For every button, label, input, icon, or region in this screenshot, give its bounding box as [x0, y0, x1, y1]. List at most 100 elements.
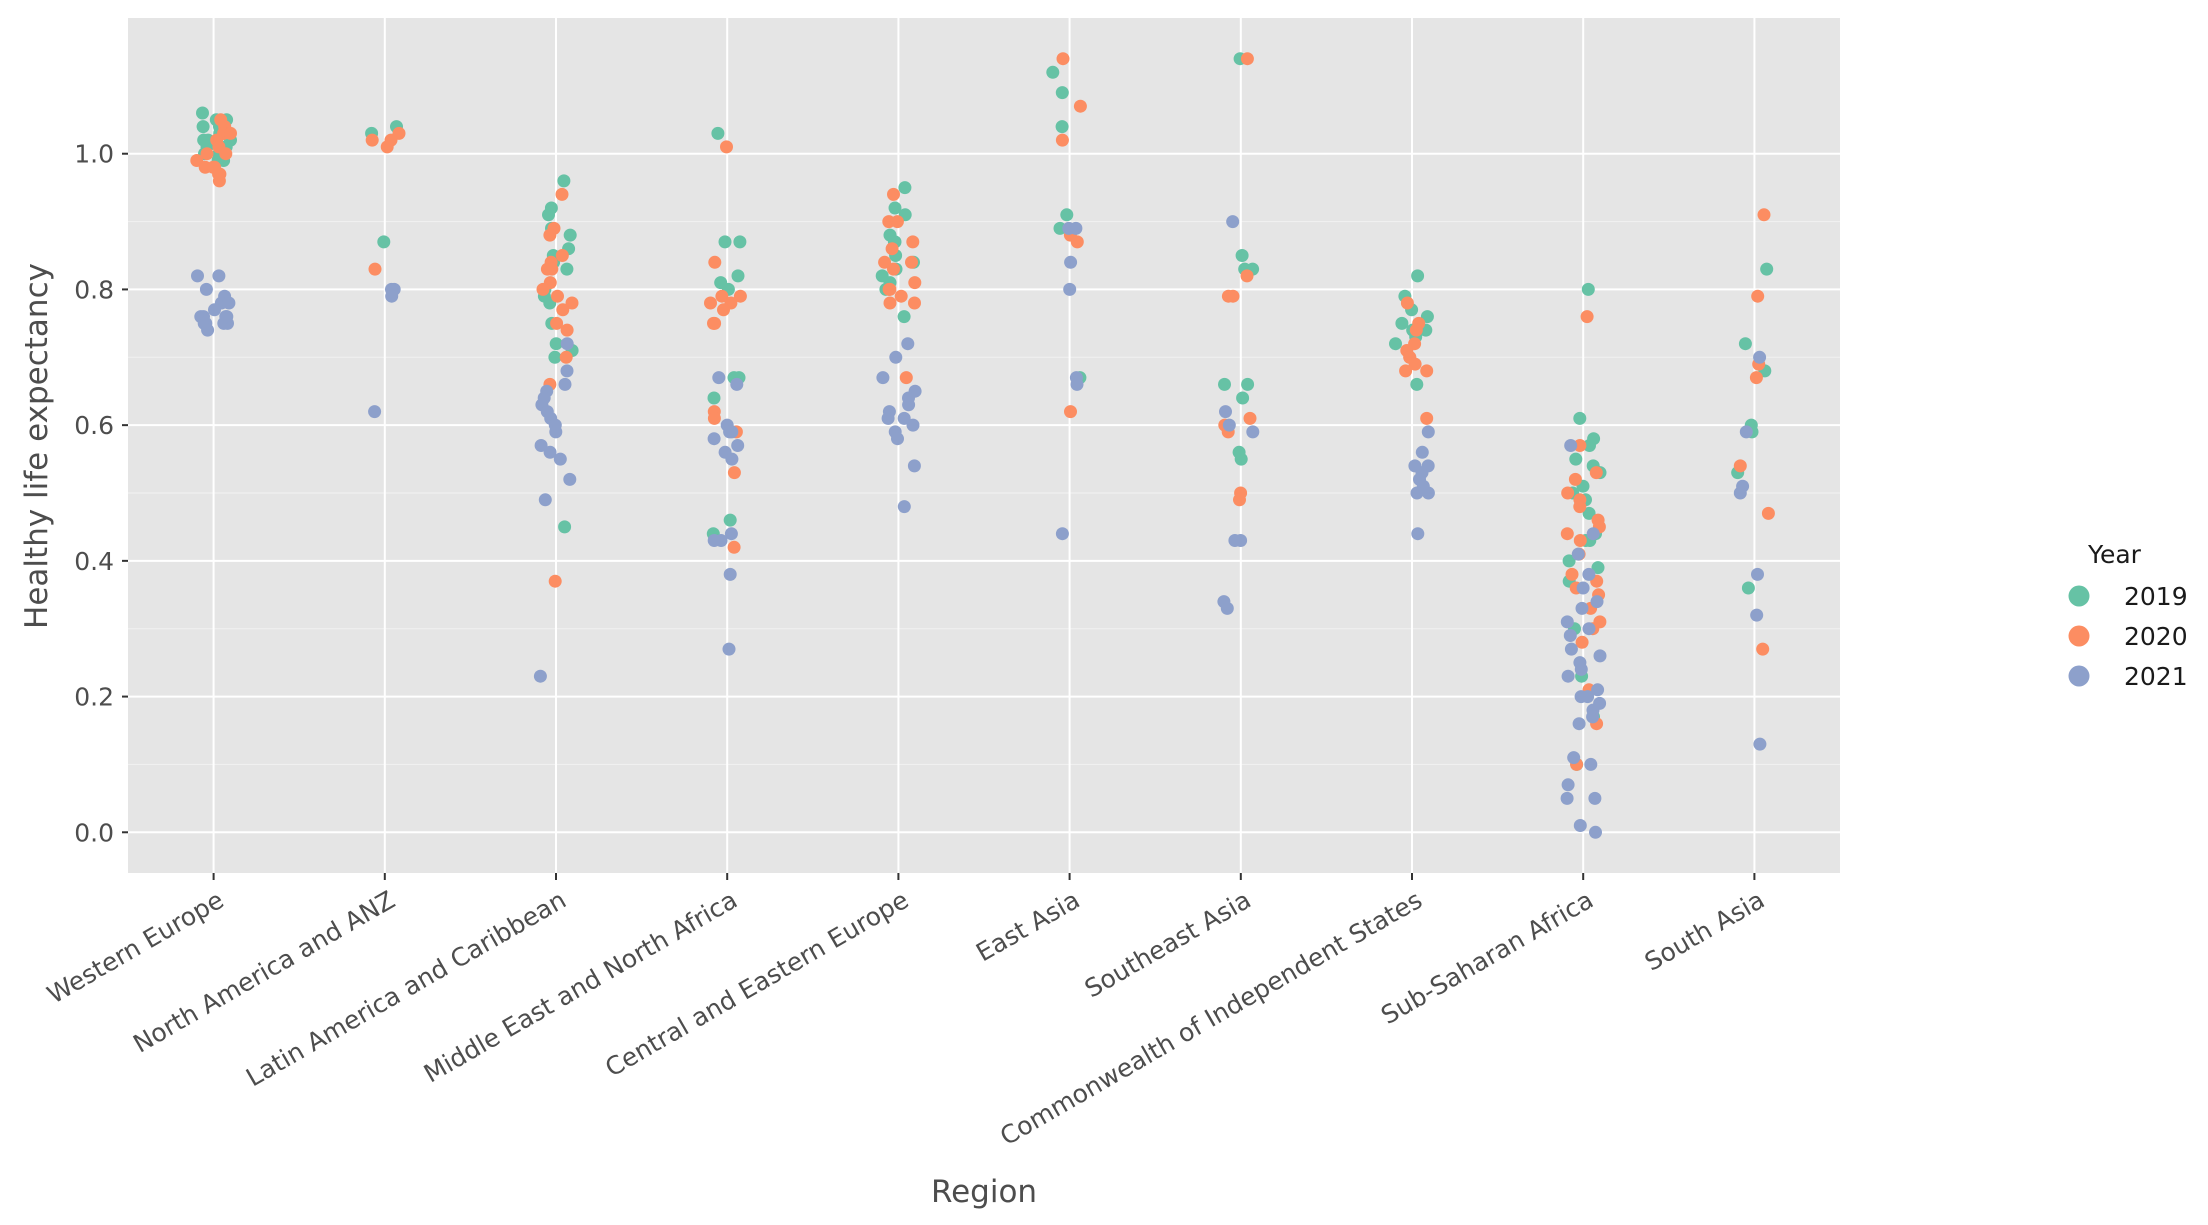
data-point-2020: [899, 371, 913, 385]
data-point-2019: [1235, 249, 1249, 262]
x-tick-label: East Asia: [971, 885, 1084, 967]
data-point-2021: [1589, 825, 1602, 839]
data-point-2021: [724, 527, 738, 541]
data-point-2021: [199, 282, 213, 296]
data-point-2019: [1573, 411, 1587, 425]
data-point-2021: [549, 425, 563, 439]
data-point-2021: [191, 269, 204, 283]
data-point-2019: [377, 235, 391, 249]
data-point-2021: [730, 377, 744, 391]
data-point-2019: [1234, 452, 1248, 466]
data-point-2021: [553, 452, 567, 466]
data-point-2019: [1241, 377, 1255, 391]
data-point-2021: [1576, 581, 1590, 595]
data-point-2020: [878, 255, 892, 269]
data-point-2020: [908, 276, 922, 290]
data-point-2021: [1411, 527, 1425, 541]
x-axis-title: Region: [931, 1174, 1037, 1210]
data-point-2021: [1739, 425, 1753, 439]
y-tick-label: 1.0: [74, 140, 114, 169]
data-point-2021: [1563, 629, 1577, 642]
data-point-2021: [560, 364, 574, 378]
data-point-2021: [1064, 255, 1078, 269]
data-point-2020: [1560, 527, 1574, 541]
data-point-2020: [1575, 635, 1589, 649]
data-point-2021: [534, 439, 548, 452]
data-point-2021: [1228, 534, 1242, 547]
data-point-2019: [1060, 208, 1074, 222]
data-point-2021: [731, 439, 745, 452]
data-point-2021: [560, 337, 574, 351]
data-point-2020: [905, 255, 918, 269]
data-point-2020: [565, 296, 579, 310]
data-point-2020: [708, 316, 722, 330]
data-point-2020: [1568, 472, 1582, 486]
data-point-2020: [894, 289, 908, 303]
data-point-2019: [1581, 282, 1595, 296]
data-point-2020: [890, 215, 904, 229]
data-point-2021: [1560, 791, 1574, 805]
data-point-2021: [1561, 778, 1575, 792]
data-point-2020: [1757, 208, 1771, 222]
data-point-2021: [891, 432, 904, 446]
data-point-2020: [200, 147, 214, 161]
data-point-2020: [885, 242, 899, 256]
data-point-2020: [883, 282, 897, 296]
data-point-2021: [1751, 567, 1764, 581]
data-point-2020: [1055, 133, 1069, 147]
data-point-2019: [731, 269, 745, 283]
data-point-2021: [1593, 649, 1607, 663]
data-point-2019: [718, 235, 732, 249]
data-point-2019: [1741, 581, 1755, 595]
y-tick-label: 0.4: [74, 547, 114, 576]
data-point-2019: [1055, 86, 1069, 100]
data-point-2021: [1750, 608, 1764, 622]
data-point-2021: [1591, 683, 1605, 697]
data-point-2019: [557, 174, 571, 188]
data-point-2021: [558, 377, 572, 391]
data-point-2019: [542, 208, 555, 222]
data-point-2020: [556, 303, 570, 317]
data-point-2021: [1586, 710, 1600, 724]
data-point-2021: [1222, 418, 1236, 432]
data-point-2020: [1580, 310, 1594, 324]
data-point-2019: [197, 133, 211, 147]
data-point-2020: [560, 323, 574, 337]
data-point-2021: [1564, 439, 1578, 452]
data-point-2020: [733, 289, 747, 303]
data-point-2021: [881, 411, 895, 425]
data-point-2021: [1584, 757, 1598, 771]
x-tick-label: Central and Eastern Europe: [600, 885, 913, 1083]
plot-panel: [128, 18, 1840, 873]
data-point-2019: [548, 350, 562, 364]
data-point-2020: [1240, 52, 1254, 66]
data-point-2020: [1240, 269, 1254, 283]
data-point-2021: [907, 459, 921, 473]
data-point-2019: [888, 201, 902, 215]
data-point-2021: [1733, 486, 1747, 500]
data-point-2021: [1560, 615, 1574, 629]
data-point-2020: [717, 303, 730, 317]
legend-marker-2020: [2068, 625, 2090, 647]
data-point-2021: [901, 337, 915, 351]
data-point-2020: [1408, 357, 1422, 371]
data-point-2019: [1420, 310, 1434, 324]
data-point-2021: [1582, 622, 1596, 636]
legend-label-2021: 2021: [2124, 662, 2188, 691]
data-point-2020: [707, 411, 721, 425]
data-point-2020: [555, 187, 569, 201]
data-point-2020: [1233, 493, 1246, 507]
data-point-2020: [1733, 459, 1747, 473]
data-point-2020: [1420, 411, 1434, 425]
data-point-2021: [1070, 377, 1084, 391]
data-point-2019: [560, 262, 574, 276]
data-point-2020: [1749, 371, 1763, 385]
data-point-2021: [722, 642, 736, 656]
data-point-2021: [902, 398, 916, 412]
legend-title: Year: [2087, 540, 2142, 569]
data-point-2021: [533, 669, 547, 683]
data-point-2021: [906, 418, 920, 432]
data-point-2021: [543, 445, 557, 459]
